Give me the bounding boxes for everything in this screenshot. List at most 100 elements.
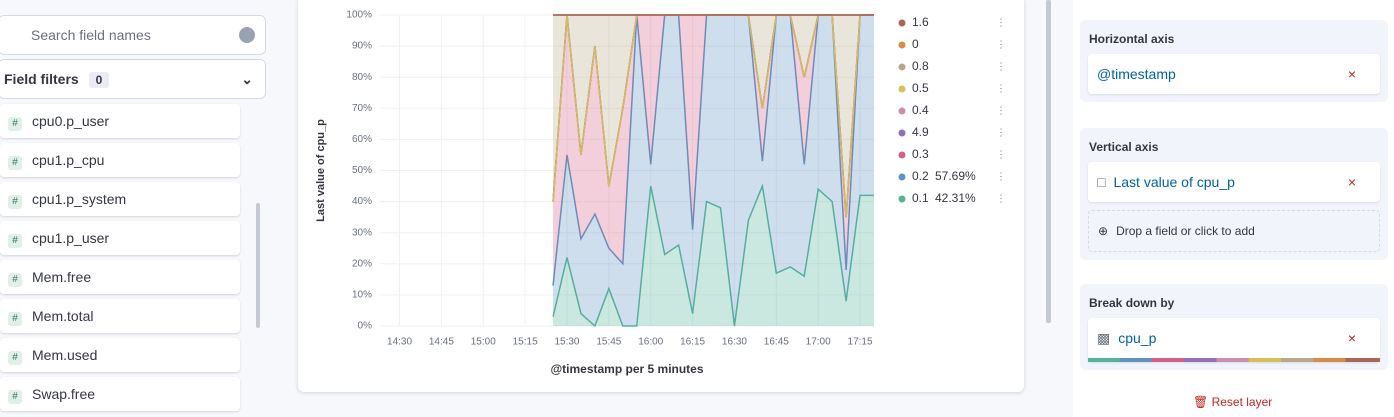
legend-label: 0.5 [912, 81, 929, 95]
legend-swatch [898, 19, 906, 27]
legend-swatch [898, 41, 906, 49]
legend-swatch [898, 129, 906, 137]
y-tick-label: 80% [352, 72, 372, 83]
field-item[interactable]: # Mem.used [0, 338, 240, 372]
field-name: @timestamp [1097, 66, 1176, 82]
horizontal-card: Horizontal axis @timestamp × [1080, 20, 1388, 102]
legend-label: 0.3 [912, 147, 929, 161]
drop-zone[interactable]: ⊕ Drop a field or click to add [1088, 210, 1380, 252]
y-tick-label: 20% [352, 258, 372, 269]
field-name: cpu1.p_system [32, 191, 127, 207]
field-item[interactable]: # cpu1.p_user [0, 221, 240, 255]
legend-label: 0 [912, 37, 919, 51]
legend-swatch [898, 195, 906, 203]
dimension[interactable]: ▩ cpu_p × [1088, 318, 1380, 362]
y-tick-label: 0% [358, 321, 373, 332]
field-item[interactable]: # cpu0.p_user [0, 104, 240, 138]
config-panel: Horizontal axis @timestamp × Vertical axi… [1073, 0, 1394, 417]
y-tick-label: 10% [352, 290, 372, 301]
search-placeholder: Search field names [31, 27, 151, 43]
field-item[interactable]: # cpu1.p_cpu [0, 143, 240, 177]
x-tick-label: 17:15 [848, 337, 873, 348]
x-tick-label: 16:30 [722, 337, 747, 348]
x-axis-title: @timestamp per 5 minutes [550, 362, 703, 376]
y-tick-label: 90% [352, 41, 372, 52]
legend-menu: ⋮ [996, 18, 1006, 29]
x-tick-label: 14:30 [387, 337, 412, 348]
legend-label: 0.1 [912, 191, 929, 205]
legend-menu: ⋮ [996, 172, 1006, 183]
x-tick-label: 15:45 [596, 337, 621, 348]
vertical-card: Vertical axis □ Last value of cpu_p × ⊕ Dro… [1080, 128, 1388, 260]
y-tick-label: 40% [352, 196, 372, 207]
legend-swatch [898, 63, 906, 71]
legend-swatch [898, 151, 906, 159]
field-item[interactable]: # Swap.free [0, 377, 240, 411]
field-name: Last value of cpu_p [1113, 174, 1235, 190]
x-tick-label: 17:00 [806, 337, 831, 348]
legend-swatch [898, 173, 906, 181]
filters-count: 0 [88, 72, 110, 88]
x-tick-label: 14:45 [429, 337, 454, 348]
legend-swatch [898, 107, 906, 115]
legend-menu: ⋮ [996, 62, 1006, 73]
field-name: Swap.free [32, 386, 96, 402]
x-tick-label: 15:00 [471, 337, 496, 348]
filters-label: Field filters [4, 71, 79, 87]
legend-menu: ⋮ [996, 194, 1006, 205]
y-tick-label: 30% [352, 227, 372, 238]
y-tick-label: 50% [352, 165, 372, 176]
legend-label: 0.8 [912, 59, 929, 73]
legend-swatch [898, 85, 906, 93]
x-tick-label: 16:15 [680, 337, 705, 348]
y-tick-label: 60% [352, 134, 372, 145]
legend-label: 4.9 [912, 125, 929, 139]
section-title: Break down by [1089, 296, 1175, 310]
legend-menu: ⋮ [996, 128, 1006, 139]
legend-label: 0.4 [912, 103, 929, 117]
legend-label: 0.2 [912, 169, 929, 183]
area [553, 186, 874, 326]
chart-panel: 0% 10% 20% 30% 40% 50% 60% 70% 80% 90% 100% 14:30 14… [298, 0, 1024, 392]
y-tick-label: 70% [352, 103, 372, 114]
field-item[interactable]: # cpu1.p_system [0, 182, 240, 216]
legend-label: 1.6 [912, 15, 929, 29]
section-title: Horizontal axis [1089, 32, 1175, 46]
legend-menu: ⋮ [996, 84, 1006, 95]
area [553, 15, 874, 326]
legend-value: 57.69% [935, 169, 976, 183]
line [552, 183, 874, 328]
field-item[interactable]: # Mem.total [0, 299, 240, 333]
field-item[interactable]: # Mem.free [0, 260, 240, 294]
field-name: cpu_p [1118, 330, 1157, 346]
area [553, 15, 874, 286]
legend-menu: ⋮ [996, 150, 1006, 161]
y-axis-title: Last value of cpu_p [315, 119, 327, 222]
y-tick-label: 100% [346, 10, 372, 21]
x-tick-label: 16:00 [638, 337, 663, 348]
x-tick-label: 15:15 [513, 337, 538, 348]
sidebar: Search field names Field filters 0 ⌄ # cp… [0, 0, 268, 417]
field-name: Mem.used [32, 347, 98, 363]
reset-layer[interactable]: 🗑 Reset layer [1193, 395, 1273, 409]
legend-menu: ⋮ [996, 40, 1006, 51]
x-tick-label: 16:45 [764, 337, 789, 348]
section-title: Vertical axis [1089, 140, 1159, 154]
search-box[interactable]: Search field names [0, 15, 266, 55]
field-name: Mem.free [32, 269, 92, 285]
field-filters[interactable]: Field filters 0 ⌄ [0, 59, 266, 99]
field-name: cpu0.p_user [32, 113, 110, 129]
dimension[interactable]: @timestamp × [1088, 54, 1380, 94]
legend-value: 42.31% [935, 191, 976, 205]
reset-label: Reset layer [1211, 395, 1273, 409]
dimension[interactable]: □ Last value of cpu_p × [1088, 162, 1380, 202]
field-name: Mem.total [32, 308, 94, 324]
field-name: cpu1.p_cpu [32, 152, 105, 168]
chart: 0% 10% 20% 30% 40% 50% 60% 70% 80% 90% 100% 14:30 14… [315, 10, 1006, 377]
legend-menu: ⋮ [996, 106, 1006, 117]
field-name: cpu1.p_user [32, 230, 110, 246]
breakdown-card: Break down by ▩ cpu_p × [1080, 284, 1388, 370]
x-tick-label: 15:30 [554, 337, 579, 348]
area [553, 15, 874, 218]
